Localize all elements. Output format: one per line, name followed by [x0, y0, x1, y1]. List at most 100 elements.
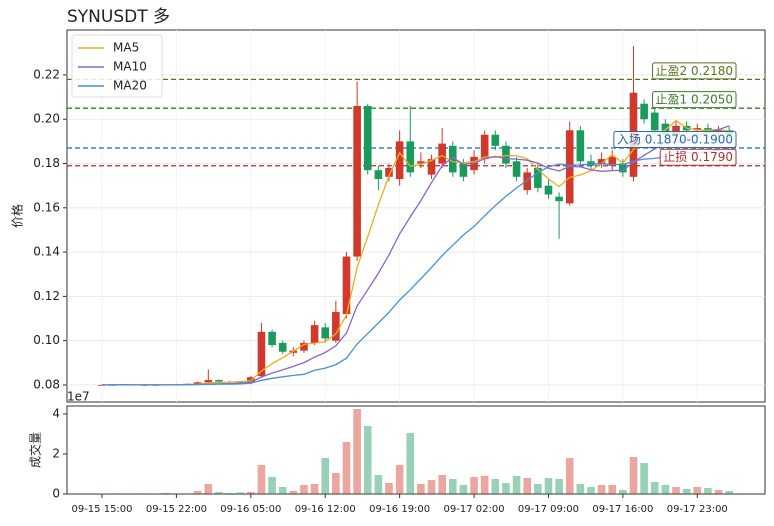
candle-body: [427, 159, 436, 175]
y-tick-label: 0.20: [33, 112, 60, 126]
x-tick-label: 09-15 15:00: [71, 504, 132, 515]
legend-label: MA10: [113, 60, 147, 74]
legend-label: MA5: [113, 41, 139, 55]
volume-bar: [225, 493, 234, 494]
volume-bar: [427, 480, 436, 494]
x-tick-label: 09-16 12:00: [295, 504, 356, 515]
volume-bar: [672, 487, 680, 494]
candle-body: [693, 128, 702, 131]
volume-bar: [300, 485, 308, 494]
level-label-text: 止损 0.1790: [663, 150, 733, 164]
legend-box: [71, 34, 163, 98]
candle-body: [363, 105, 372, 171]
y-tick-label: 0.18: [33, 156, 60, 170]
candle-body: [342, 256, 351, 315]
candle-body: [597, 159, 606, 164]
candle-body: [374, 170, 383, 180]
candle-body: [587, 161, 595, 166]
volume-bar: [417, 484, 425, 494]
candle-body: [650, 112, 659, 131]
volume-bar: [682, 489, 691, 494]
volume-bar: [257, 465, 266, 494]
x-tick-label: 09-17 16:00: [592, 504, 653, 515]
volume-bar: [406, 433, 415, 494]
volume-bar: [576, 484, 585, 494]
volume-bar: [363, 426, 372, 494]
volume-bar: [565, 458, 574, 494]
x-tick-label: 09-17 02:00: [444, 504, 505, 515]
candle-body: [193, 382, 202, 384]
volume-y-tick-label: 4: [52, 407, 60, 421]
candle-body: [502, 145, 510, 164]
volume-bar: [619, 490, 627, 494]
level-label: 止盈1 0.2050: [652, 91, 737, 109]
ma-line: [102, 119, 730, 386]
volume-bar: [268, 477, 276, 494]
volume-bar: [597, 485, 606, 494]
volume-bar: [661, 485, 670, 494]
volume-bar: [502, 483, 510, 494]
volume-bar: [459, 485, 468, 494]
volume-bar: [544, 478, 553, 494]
candle-body: [247, 377, 255, 383]
volume-axis-label: 成交量: [28, 432, 43, 468]
volume-bar: [353, 409, 361, 494]
plot-frame: [66, 29, 766, 403]
volume-bar: [161, 493, 170, 494]
candle-body: [300, 342, 308, 351]
volume-bar: [650, 482, 659, 494]
candle-body: [555, 196, 563, 202]
x-tick-label: 09-16 05:00: [220, 504, 281, 515]
volume-y-tick-label: 2: [52, 447, 60, 461]
candle-body: [619, 163, 627, 173]
candle-body: [236, 382, 244, 383]
candle-body: [448, 145, 457, 173]
candle-body: [576, 130, 585, 162]
candle-body: [534, 167, 542, 188]
volume-bar: [247, 492, 255, 494]
x-tick-label: 09-16 19:00: [369, 504, 430, 515]
y-tick-label: 0.22: [33, 67, 60, 81]
volume-bar: [395, 465, 404, 494]
candle-body: [438, 143, 446, 164]
level-label: 止损 0.1790: [659, 148, 737, 166]
volume-bar: [321, 458, 330, 494]
volume-bar: [215, 492, 223, 494]
level-label: 入场 0.1870-0.1900: [613, 131, 737, 149]
candle-body: [353, 105, 361, 257]
volume-bar: [704, 488, 712, 494]
level-label-box: [652, 91, 737, 109]
candle-body: [417, 161, 425, 164]
level-label-box: [613, 131, 737, 149]
x-tick-label: 09-17 09:00: [518, 504, 579, 515]
volume-bar: [193, 491, 202, 494]
candle-body: [544, 185, 553, 195]
volume-bar: [534, 484, 542, 494]
legend: MA5 MA10 MA20: [71, 34, 163, 98]
volume-bar: [640, 463, 648, 494]
candle-body: [278, 342, 287, 352]
level-label-text: 止盈1 0.2050: [656, 93, 733, 107]
candle-body: [523, 172, 531, 191]
y-tick-label: 0.10: [33, 333, 60, 347]
volume-bar: [374, 475, 383, 494]
volume-bar: [608, 485, 617, 494]
volume-bar: [693, 487, 702, 494]
volume-bar: [278, 487, 287, 494]
volume-y-tick-label: 0: [52, 487, 60, 501]
candle-body: [215, 380, 223, 382]
volume-bar: [512, 476, 521, 494]
level-label-text: 入场 0.1870-0.1900: [617, 133, 733, 147]
y-axis-label: 价格: [10, 204, 25, 228]
y-tick-label: 0.12: [33, 289, 60, 303]
volume-bar: [183, 493, 191, 494]
level-label-box: [659, 148, 737, 166]
candle-body: [491, 134, 500, 146]
volume-bar: [342, 442, 351, 494]
level-label: 止盈2 0.2180: [652, 62, 737, 80]
candle-body: [459, 163, 468, 177]
legend-label: MA20: [113, 79, 147, 93]
volume-bar: [470, 477, 478, 494]
volume-bar: [555, 479, 563, 494]
candle-body: [672, 125, 680, 135]
